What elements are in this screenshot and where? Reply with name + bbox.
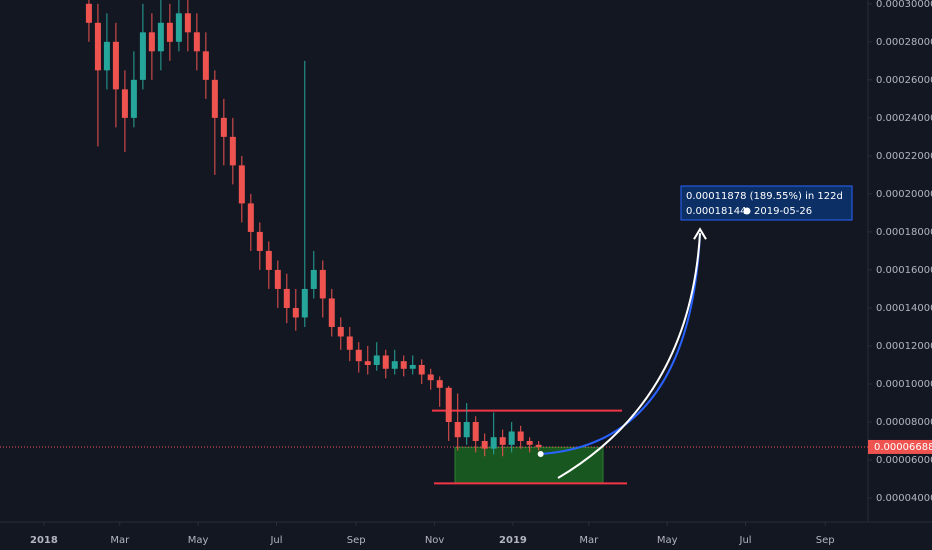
y-tick-label: 0.00028000 (876, 37, 932, 48)
x-tick-label: May (188, 535, 209, 546)
candle-body (157, 22, 164, 52)
candle-body (391, 361, 398, 369)
y-tick-label: 0.00018000 (876, 227, 932, 238)
arrow-head (693, 227, 707, 240)
y-tick-label: 0.00030000 (876, 0, 932, 10)
candle-body (310, 269, 317, 289)
candle-body (229, 136, 236, 166)
x-tick-label: 2018 (30, 535, 58, 546)
x-tick-label: May (657, 535, 678, 546)
candle-body (400, 361, 407, 369)
candle-body (463, 422, 470, 438)
y-tick-label: 0.00022000 (876, 151, 932, 162)
y-tick-label: 0.00006000 (876, 455, 932, 466)
candle-body (364, 361, 371, 365)
y-tick-label: 0.00020000 (876, 189, 932, 200)
candle-body (508, 431, 515, 445)
candle-body (481, 441, 488, 449)
clock-icon (743, 207, 751, 215)
candle-body (517, 431, 524, 442)
candle-body (445, 387, 452, 423)
candle-body (103, 41, 110, 71)
candle-body (436, 380, 443, 388)
x-tick-label: Jul (739, 535, 752, 546)
y-tick-label: 0.00026000 (876, 75, 932, 86)
candle-body (499, 437, 506, 445)
candle-body (139, 32, 146, 80)
y-tick-label: 0.00024000 (876, 113, 932, 124)
x-tick-label: Mar (579, 535, 599, 546)
projection-arrow (557, 233, 701, 479)
candle-body (121, 89, 128, 118)
candle-body (148, 32, 155, 52)
projection-box (680, 185, 853, 221)
candle-body (535, 444, 542, 447)
y-tick-label: 0.00012000 (876, 341, 932, 352)
last-price-label: 0.00006688 (874, 442, 932, 453)
candle-body (211, 79, 218, 118)
candle-body (283, 288, 290, 308)
candle-body (166, 22, 173, 42)
candle-body (202, 51, 209, 80)
x-tick-label: 2019 (499, 535, 527, 546)
y-tick-label: 0.00010000 (876, 379, 932, 390)
candle-body (112, 41, 119, 90)
x-tick-label: Mar (110, 535, 130, 546)
candle-body (238, 165, 245, 204)
x-tick-label: Sep (816, 535, 835, 546)
x-tick-label: Sep (347, 535, 366, 546)
candle-body (490, 437, 497, 449)
candle-body (265, 250, 272, 270)
candle-body (85, 3, 92, 23)
y-tick-label: 0.00016000 (876, 265, 932, 276)
candle-body (409, 364, 416, 369)
candle-body (472, 422, 479, 442)
candle-body (184, 13, 191, 33)
candle-body (373, 355, 380, 365)
candle-body (346, 336, 353, 350)
target-price: 0.00018144 (686, 206, 746, 217)
candle-body (418, 364, 425, 375)
candle-body (292, 307, 299, 318)
projection-curve (540, 233, 701, 455)
y-tick-label: 0.00004000 (876, 493, 932, 504)
candle-body (301, 288, 308, 318)
candle-body (274, 269, 281, 289)
x-tick-label: Nov (425, 535, 445, 546)
candle-body (526, 441, 533, 445)
zone (454, 446, 604, 484)
candle-body (247, 203, 254, 232)
candle-body (220, 117, 227, 137)
candle-body (175, 13, 182, 42)
y-tick-label: 0.00014000 (876, 303, 932, 314)
candle-body (382, 355, 389, 369)
x-tick-label: Jul (269, 535, 282, 546)
candle-body (454, 422, 461, 438)
candle-body (256, 231, 263, 251)
candle-body (94, 22, 101, 71)
candle-body (193, 32, 200, 52)
candle-body (130, 79, 137, 118)
y-tick-label: 0.00008000 (876, 417, 932, 428)
target-date: 2019-05-26 (754, 206, 812, 217)
candle-body (355, 349, 362, 362)
start-dot (537, 450, 544, 457)
candle-body (328, 298, 335, 327)
candle-body (319, 269, 326, 299)
candle-body (427, 374, 434, 381)
candle-body (337, 326, 344, 337)
last-price-tag (868, 439, 932, 454)
projection-label: 0.00011878 (189.55%) in 122d (686, 191, 843, 202)
